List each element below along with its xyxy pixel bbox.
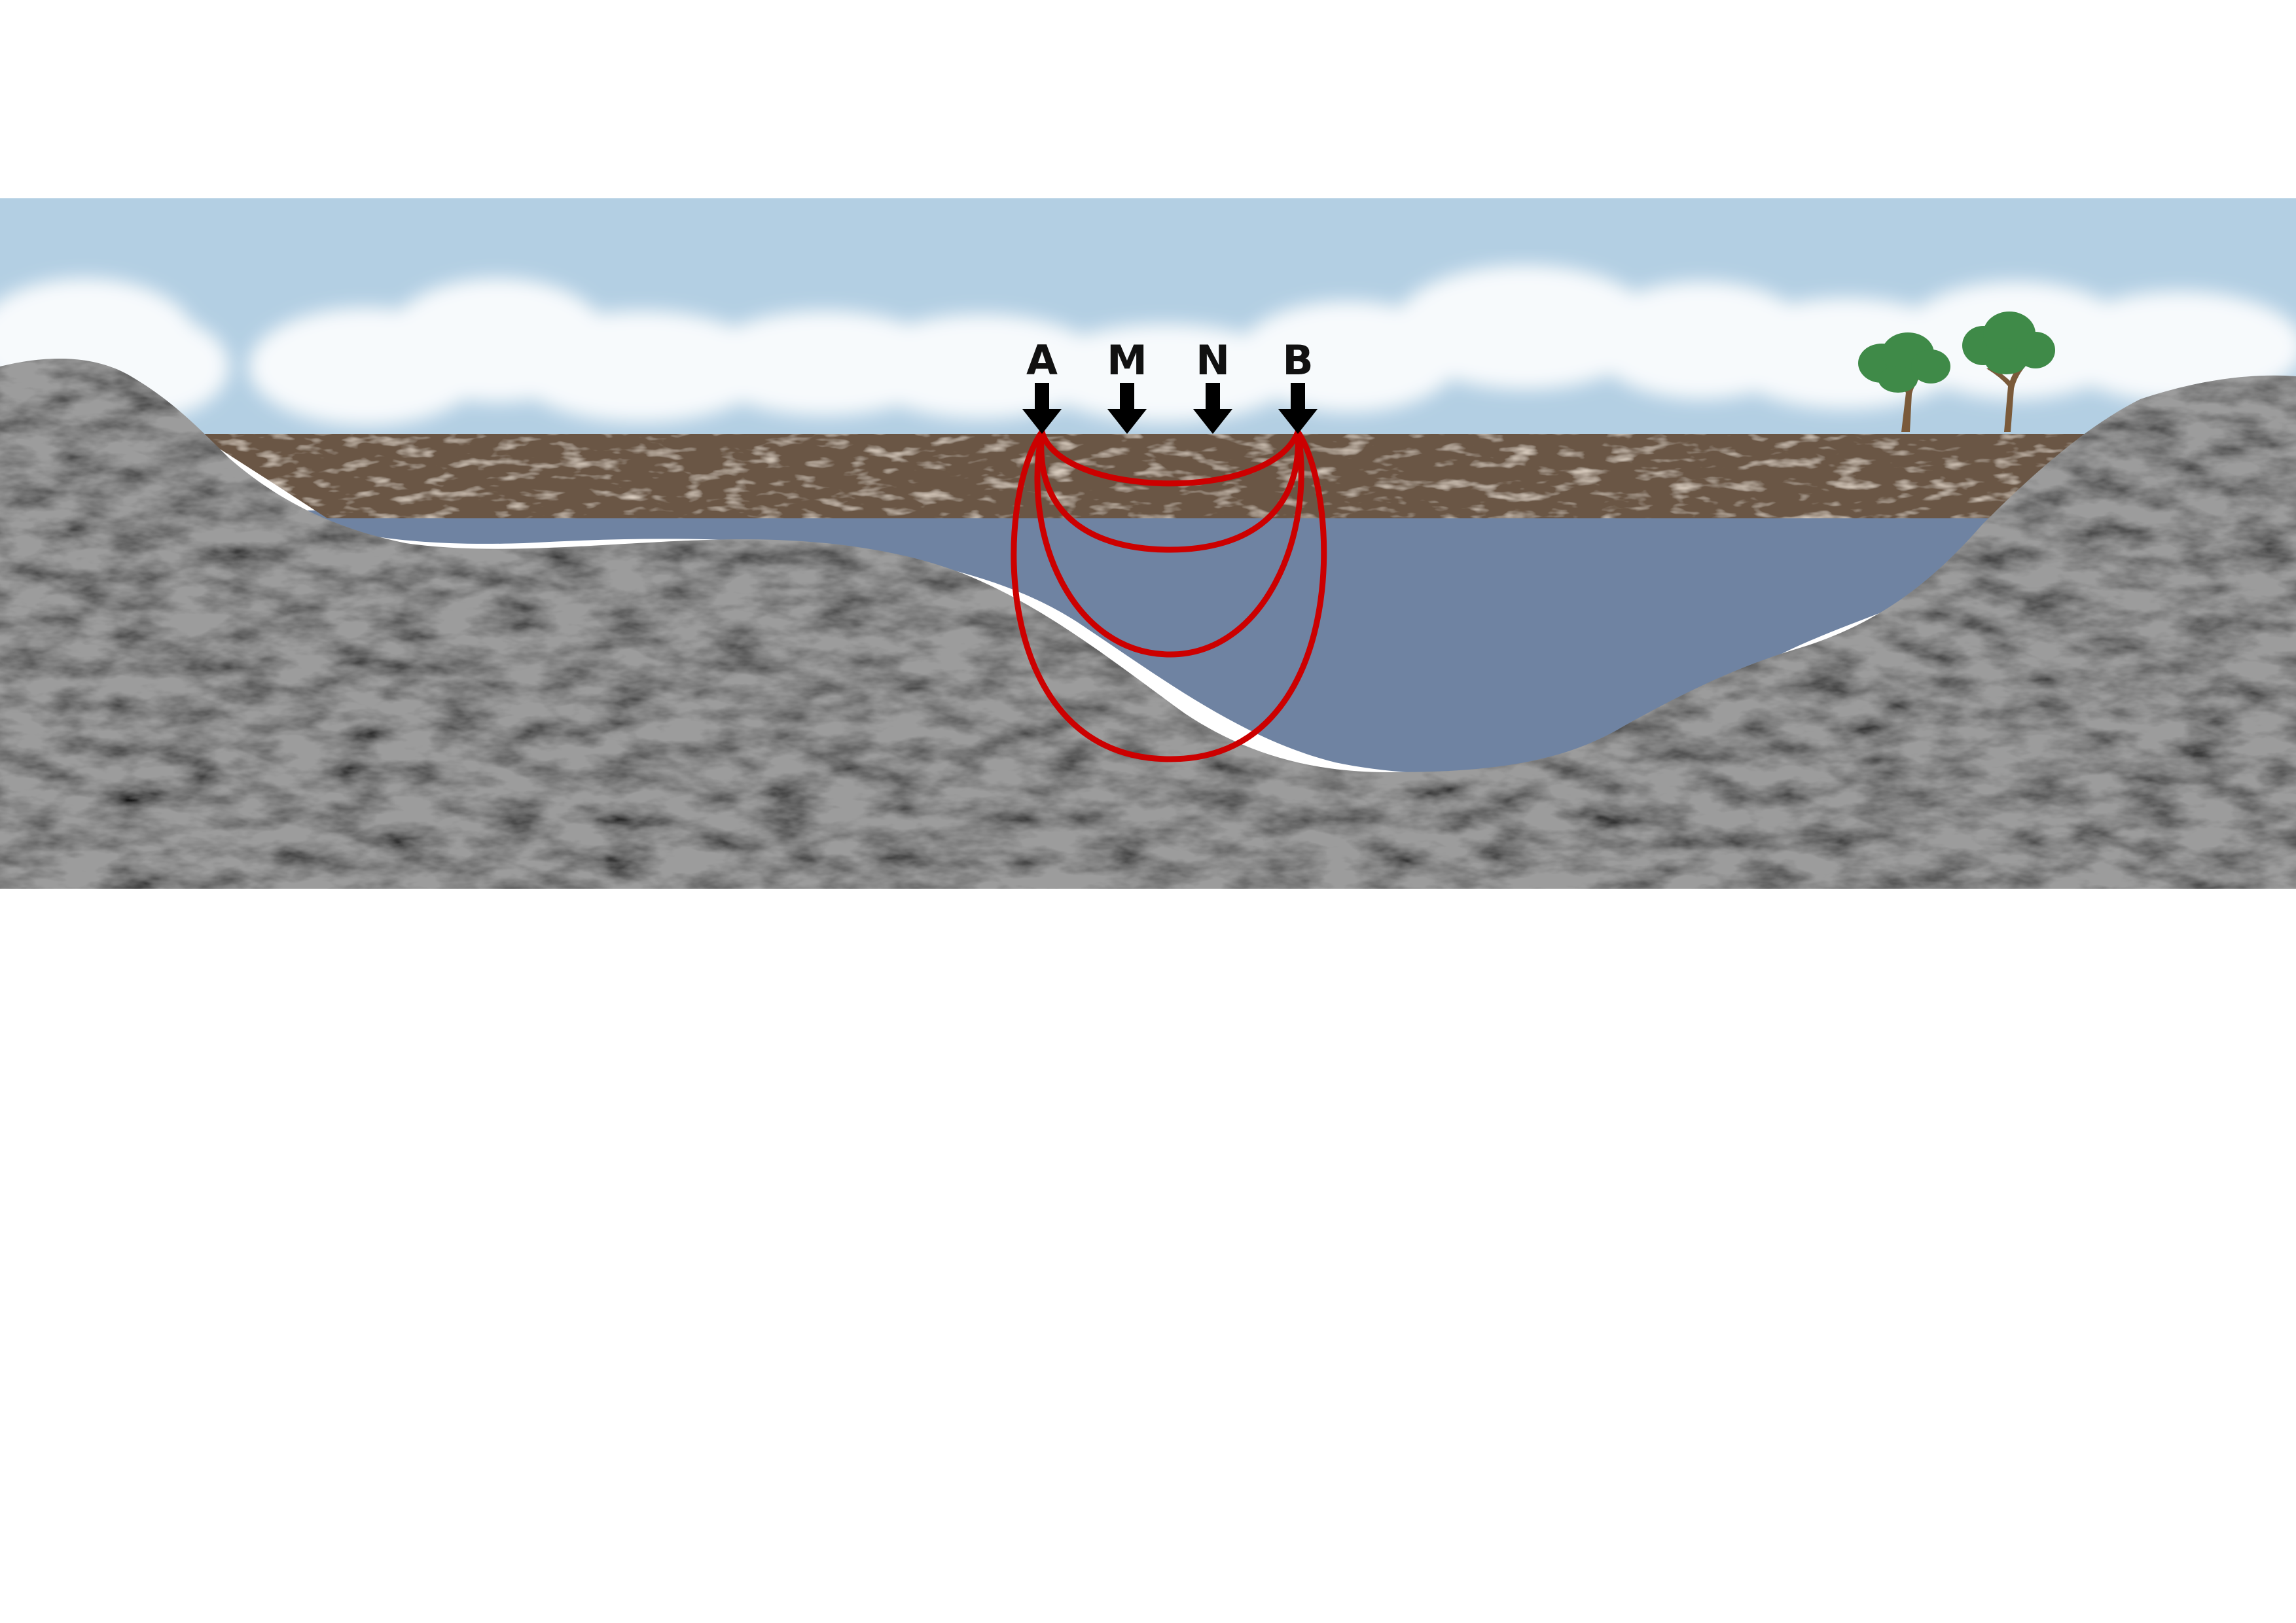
current-flow-lines — [1011, 429, 1327, 762]
electrode-arrow-icon — [1278, 383, 1318, 434]
electrode-a: A — [1022, 336, 1062, 434]
electrode-n: N — [1193, 336, 1232, 434]
topsoil-layer — [196, 434, 2121, 518]
electrode-m: M — [1107, 336, 1147, 434]
current-line-4 — [1011, 429, 1327, 762]
electrode-label: N — [1196, 336, 1230, 384]
electrode-b: B — [1278, 336, 1318, 434]
electrode-arrow-icon — [1022, 383, 1062, 434]
electrode-label: A — [1026, 336, 1058, 384]
tree-icon — [1962, 312, 2055, 432]
electrode-arrow-icon — [1193, 383, 1232, 434]
tree-icon — [1858, 332, 1950, 432]
electrode-label: B — [1282, 336, 1313, 384]
bedrock — [0, 359, 2296, 889]
water-layer — [281, 510, 2016, 775]
electrode-arrow-icon — [1107, 383, 1147, 434]
current-line-3 — [1034, 429, 1304, 658]
current-line-1 — [1039, 429, 1301, 487]
current-line-2 — [1038, 429, 1301, 553]
electrode-label: M — [1107, 336, 1147, 384]
